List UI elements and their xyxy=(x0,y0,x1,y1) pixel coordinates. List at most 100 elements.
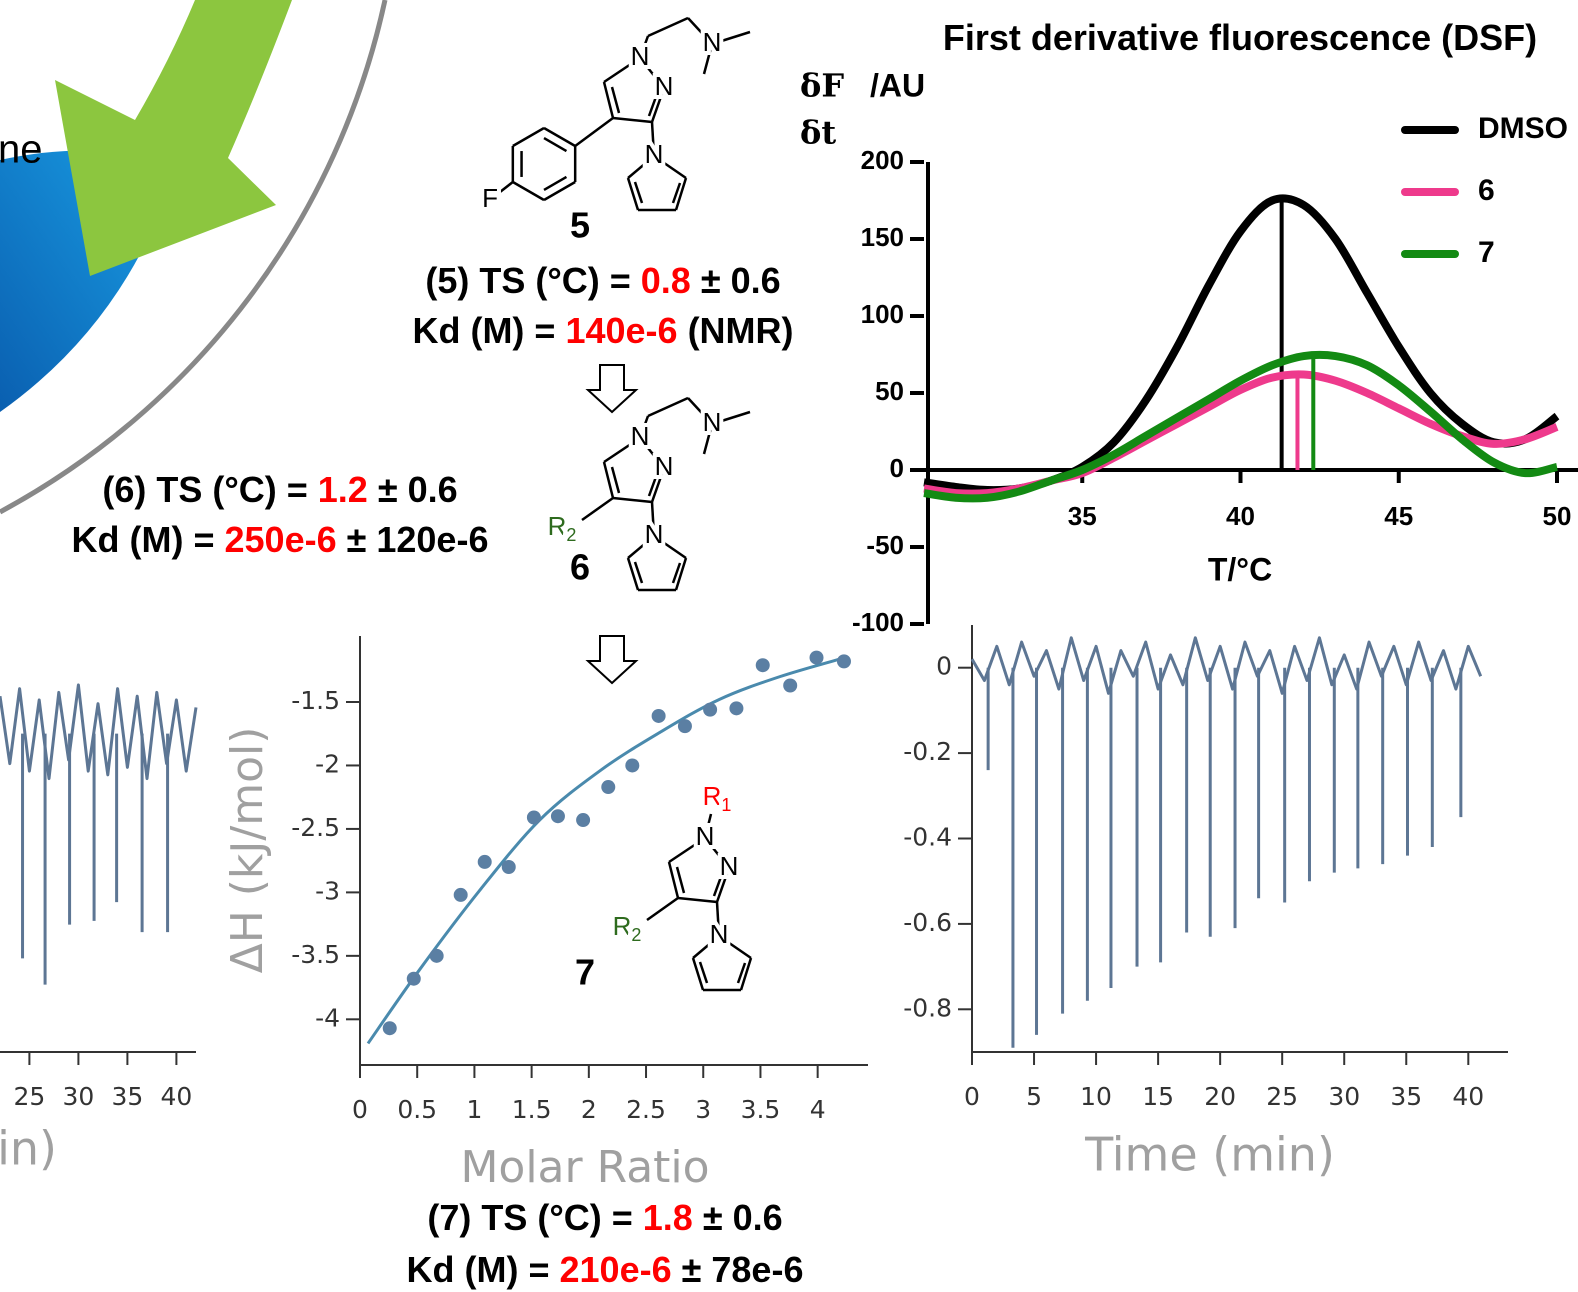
result-part: ± 0.6 xyxy=(691,260,781,301)
bond xyxy=(704,837,730,869)
bond xyxy=(610,86,621,114)
point xyxy=(625,758,640,773)
bond xyxy=(667,861,680,899)
fit-line xyxy=(366,656,846,1045)
bond xyxy=(650,467,666,503)
y-tick-label: -2 xyxy=(315,749,340,778)
bond xyxy=(674,177,688,211)
atom-label: N xyxy=(696,821,715,851)
point xyxy=(477,854,492,869)
point xyxy=(601,780,616,795)
bond xyxy=(711,410,751,426)
point xyxy=(382,1021,397,1036)
bond xyxy=(739,957,753,991)
point xyxy=(651,708,666,723)
y-label: δt xyxy=(800,114,836,152)
x-tick-label: 25 xyxy=(1266,1082,1298,1111)
x-tick-label: 2.5 xyxy=(626,1095,666,1124)
x-tick-label: 1.5 xyxy=(512,1095,552,1124)
bond xyxy=(647,16,689,38)
bond xyxy=(650,501,656,537)
y-tick-label: -1.5 xyxy=(291,686,340,715)
x-tick-label: 25 xyxy=(13,1082,45,1111)
baseline-trace xyxy=(0,683,198,781)
atom-label: N xyxy=(655,71,674,101)
bond xyxy=(512,180,545,202)
result-part: 1.8 xyxy=(643,1197,693,1238)
point xyxy=(836,654,851,669)
bond xyxy=(602,81,615,119)
bond xyxy=(687,397,713,425)
result-part: (6) TS (°C) = xyxy=(102,469,317,510)
substituent-index: 2 xyxy=(631,925,641,945)
baseline-trace xyxy=(970,636,1483,695)
result-part: 250e-6 xyxy=(225,519,337,560)
bond xyxy=(626,177,640,211)
bond xyxy=(647,473,659,497)
substituent-label: R1 xyxy=(703,781,732,815)
bond xyxy=(687,17,713,45)
chart: -4 -3.5 -3 -2.5 -2 -1.5 0 0.5 1 1.5 2 2.5 3 3.5 4 Molar… xyxy=(222,636,868,1193)
y-tick-label: 100 xyxy=(861,299,904,329)
compound-result: (5) TS (°C) = 0.8 ± 0.6 xyxy=(425,260,780,301)
result-part: (5) TS (°C) = xyxy=(425,260,640,301)
x-tick-label: 20 xyxy=(1204,1082,1236,1111)
line xyxy=(923,194,1560,495)
result-part: (7) TS (°C) = xyxy=(427,1197,642,1238)
bond xyxy=(543,126,576,148)
x-tick-label: 45 xyxy=(1384,501,1413,531)
point xyxy=(729,701,744,716)
bond xyxy=(574,116,614,148)
atom-label: N xyxy=(703,27,722,57)
bond xyxy=(653,154,687,180)
bond xyxy=(712,873,724,897)
bond xyxy=(718,934,752,960)
point xyxy=(755,658,770,673)
result-part: ± 120e-6 xyxy=(337,519,489,560)
point xyxy=(429,948,444,963)
y-tick-label: 50 xyxy=(875,376,904,406)
y-tick-label: -0.2 xyxy=(903,737,952,766)
substituent-index: 2 xyxy=(566,525,576,545)
bond xyxy=(677,896,718,904)
bond xyxy=(736,962,747,984)
point xyxy=(677,719,692,734)
result-part: 1.2 xyxy=(318,469,368,510)
substituent-symbol: R xyxy=(613,911,632,941)
bond xyxy=(675,866,686,894)
atom-label: N xyxy=(710,919,729,949)
bond xyxy=(715,901,721,937)
bond xyxy=(543,175,568,192)
bond xyxy=(610,466,621,494)
bond xyxy=(647,93,659,117)
x-tick-label: 40 xyxy=(1226,501,1255,531)
bond xyxy=(691,957,705,991)
bond xyxy=(627,155,655,179)
x-axis-label: Molar Ratio xyxy=(460,1142,709,1193)
y-tick-label: 0 xyxy=(936,652,952,681)
x-tick-label: 3.5 xyxy=(741,1095,781,1124)
x-tick-label: 5 xyxy=(1026,1082,1042,1111)
chart-title: First derivative fluorescence (DSF) xyxy=(942,17,1538,58)
legend-label: 7 xyxy=(1478,236,1495,269)
point xyxy=(576,813,591,828)
bond xyxy=(650,121,656,157)
title-box: First derivative fluorescence (DSF) xyxy=(942,17,1538,58)
atom-label: N xyxy=(631,421,650,451)
cycle-arc xyxy=(0,0,388,515)
bond xyxy=(603,436,641,464)
x-tick-label: 0.5 xyxy=(397,1095,437,1124)
bond xyxy=(671,182,682,204)
x-tick-label: 0 xyxy=(352,1095,368,1124)
result-part: 210e-6 xyxy=(560,1249,672,1290)
bond xyxy=(603,56,641,84)
x-tick-label: 15 xyxy=(1142,1082,1174,1111)
atom-label: N xyxy=(655,451,674,481)
bond xyxy=(702,423,714,455)
y-axis-label: ΔH (kJ/mol) xyxy=(222,727,273,974)
compound-number: 5 xyxy=(570,205,590,246)
bond xyxy=(671,562,682,584)
bond xyxy=(602,461,615,499)
